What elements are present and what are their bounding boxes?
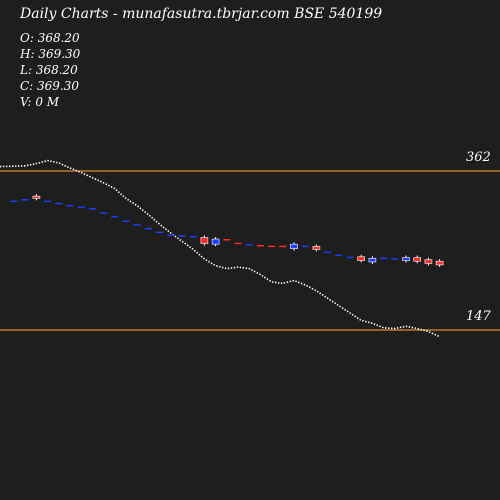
level-label-lower: 147 <box>466 309 491 324</box>
candle-up <box>66 205 74 207</box>
candle-down <box>234 242 242 245</box>
candle-down <box>424 259 433 264</box>
candle-up <box>77 206 85 208</box>
open-value: O: 368.20 <box>20 31 80 45</box>
candle-up <box>100 212 108 214</box>
candle-up <box>189 236 197 238</box>
candle-down <box>32 195 41 199</box>
candle-up <box>156 231 164 234</box>
volume-value: V: 0 M <box>20 95 60 109</box>
candle-down <box>256 244 264 247</box>
chart-title: Daily Charts - munafasutra.tbrjar.com BS… <box>20 6 383 22</box>
candle-down <box>413 257 422 262</box>
high-value: H: 369.30 <box>20 47 81 61</box>
low-value: L: 368.20 <box>20 63 78 77</box>
candle-down <box>279 245 287 248</box>
candle-down <box>435 260 444 266</box>
candle-up <box>380 257 388 259</box>
candle-up <box>368 257 377 263</box>
candle-down <box>312 246 321 250</box>
candle-up <box>167 234 175 236</box>
candle-up <box>301 245 309 248</box>
moving-average-line <box>0 159 440 338</box>
candle-up <box>290 243 298 249</box>
candle-up <box>44 200 52 202</box>
candle-up <box>122 220 130 222</box>
candle-up <box>211 238 220 245</box>
candle-up <box>55 202 63 205</box>
candle-up <box>335 254 343 256</box>
candle-up <box>245 244 253 246</box>
candle-up <box>324 251 332 254</box>
close-value: C: 369.30 <box>20 79 80 93</box>
candle-down <box>268 245 276 248</box>
candle-up <box>133 224 141 226</box>
level-label-upper: 362 <box>466 150 491 165</box>
candle-down <box>223 239 231 241</box>
candle-up <box>111 216 119 218</box>
candle-up <box>144 227 152 230</box>
candle-up <box>346 256 354 259</box>
candle-up <box>402 257 410 261</box>
candle-down <box>200 237 209 244</box>
candle-up <box>391 258 399 260</box>
candle-up <box>21 199 29 201</box>
candle-up <box>178 235 186 237</box>
candle-up <box>10 200 18 202</box>
candle-down <box>357 256 366 261</box>
candle-up <box>88 207 96 210</box>
